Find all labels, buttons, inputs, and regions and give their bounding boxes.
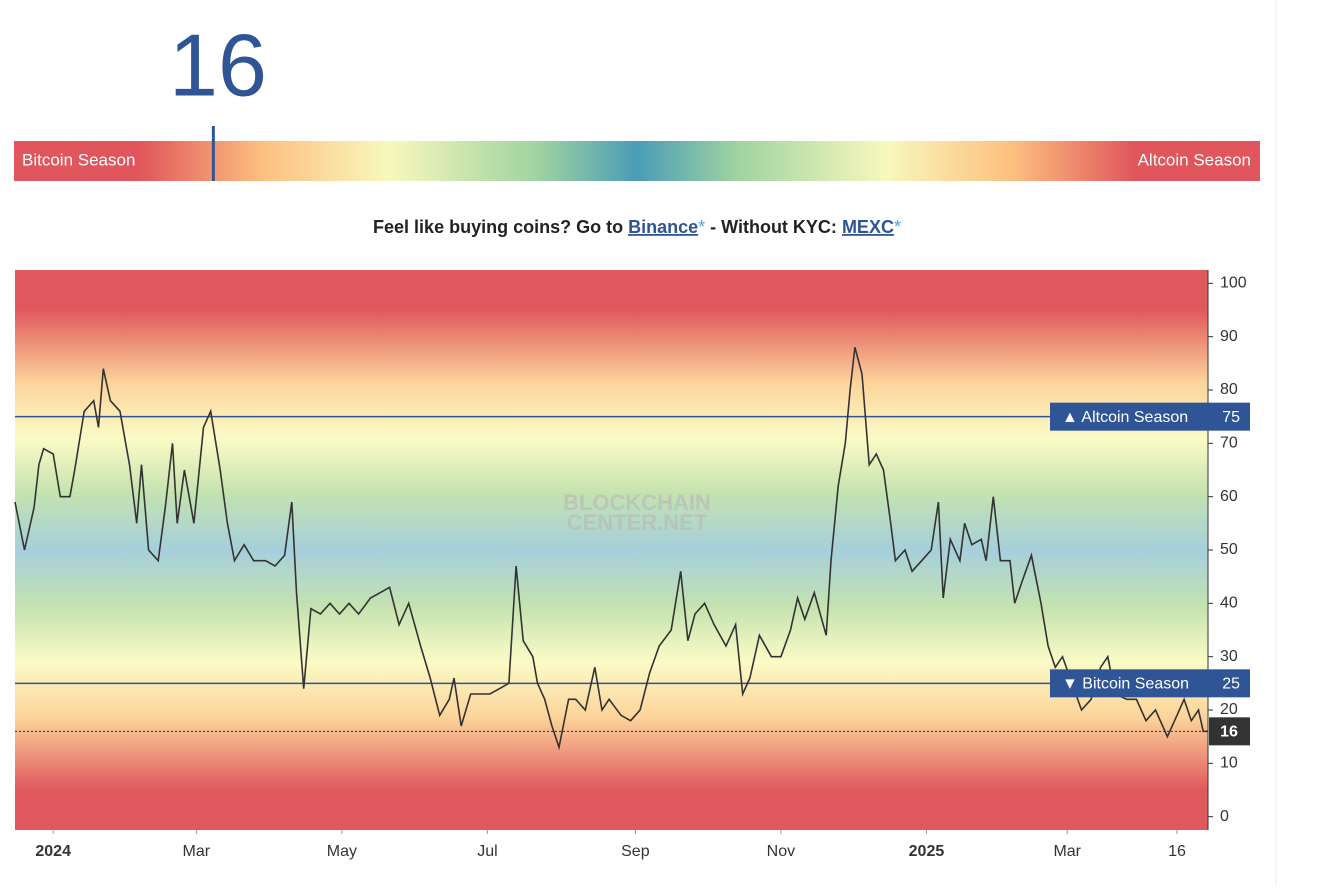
threshold-label: ▼ Bitcoin Season [1062,676,1189,693]
threshold-value: 75 [1222,409,1240,426]
star: * [894,217,901,237]
x-tick-label: Jul [477,843,497,860]
y-tick-label: 40 [1220,595,1238,612]
mexc-link[interactable]: MEXC [842,217,894,237]
x-tick-label: May [327,843,357,860]
threshold-value: 25 [1222,676,1240,693]
y-tick-label: 60 [1220,488,1238,505]
y-tick-label: 0 [1220,808,1229,825]
watermark: CENTER.NET [567,510,708,535]
plot-background [15,270,1208,830]
index-line [14,347,1208,751]
threshold-badge [1050,669,1250,698]
y-tick-label: 100 [1220,275,1247,292]
y-tick-label: 50 [1220,541,1238,558]
y-tick-label: 70 [1220,435,1238,452]
y-tick-label: 30 [1220,648,1238,665]
watermark: BLOCKCHAIN [563,490,711,515]
x-tick-label: 16 [1168,843,1186,860]
gauge-bar [14,141,1260,181]
x-tick-label: 2024 [35,843,71,860]
promo-text: Feel like buying coins? Go to [373,217,628,237]
x-tick-label: Mar [183,843,211,860]
current-badge [1209,717,1250,746]
star: * [698,217,705,237]
gauge-left-label: Bitcoin Season [22,150,135,169]
y-tick-label: 10 [1220,755,1238,772]
gauge-right-label: Altcoin Season [1138,150,1251,169]
y-tick-label: 20 [1220,701,1238,718]
index-value: 16 [169,15,267,114]
x-tick-label: 2025 [909,843,945,860]
x-tick-label: Nov [767,843,795,860]
x-tick-label: Sep [621,843,650,860]
x-tick-label: Mar [1053,843,1081,860]
promo-text: - Without KYC: [705,217,842,237]
promo: Feel like buying coins? Go to Binance* -… [373,217,901,237]
threshold-badge [1050,402,1250,431]
binance-link[interactable]: Binance [628,217,698,237]
y-tick-label: 80 [1220,381,1238,398]
y-tick-label: 90 [1220,328,1238,345]
current-value: 16 [1220,724,1238,741]
threshold-label: ▲ Altcoin Season [1062,409,1188,426]
